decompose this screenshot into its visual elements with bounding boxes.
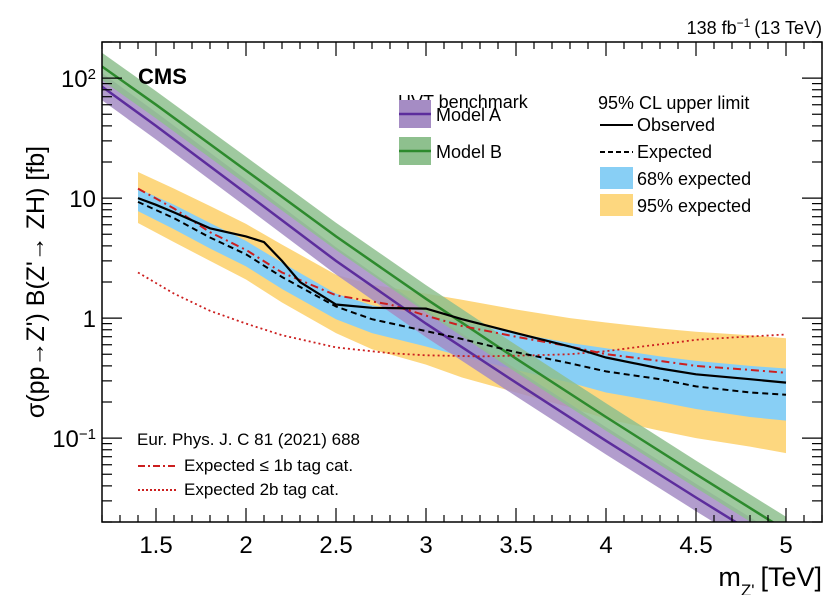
legend-hvt-entry: Model A [436, 105, 501, 125]
experiment-label: CMS [138, 64, 187, 89]
lumi-value: 138 fb [687, 18, 737, 38]
y-tick-label: 10 [69, 186, 96, 213]
model-b-line [102, 65, 775, 522]
x-tick-label: 4 [599, 532, 612, 559]
hvt-model-layer [102, 52, 786, 522]
y-axis-label: σ(pp→Z') B(Z'→ ZH) [fb] [22, 146, 50, 418]
y-axis-ticks: 10−1 1 10 102 [52, 41, 822, 523]
legend-limits-entry: Expected [637, 142, 712, 162]
energy-label: (13 TeV) [754, 18, 822, 38]
x-axis-ticks: 1.5 2 2.5 3 3.5 4 4.5 5 [101, 42, 823, 559]
x-label-subscript: Z' [741, 581, 755, 595]
lumi-exponent: −1 [737, 16, 751, 30]
expected-68-band [138, 188, 786, 421]
y-tick-label: 102 [61, 66, 96, 94]
y-tick-label: 10−1 [52, 426, 96, 454]
x-tick-label: 3 [419, 532, 432, 559]
observed-line [137, 197, 787, 384]
y-tick-label: 1 [83, 306, 96, 333]
plot-area [102, 52, 787, 522]
legend-limits-title: 95% CL upper limit [598, 93, 749, 113]
legend-swatch-band68 [600, 167, 633, 189]
model-b-band [102, 52, 786, 522]
legend-ref-entry: Expected ≤ 1b tag cat. [184, 456, 353, 475]
expected-68-band-layer [138, 188, 786, 421]
legend-swatch-band95 [600, 194, 633, 216]
x-axis-label: mZ' [TeV] [718, 562, 822, 595]
x-tick-label: 5 [779, 532, 792, 559]
legend-limits-entry: Observed [637, 115, 715, 135]
legend-ref-entry: Expected 2b tag cat. [184, 480, 339, 499]
legend-ref-title: Eur. Phys. J. C 81 (2021) 688 [137, 430, 360, 449]
x-tick-label: 2 [239, 532, 252, 559]
x-tick-label: 2.5 [319, 532, 352, 559]
legend-hvt-entry: Model B [436, 142, 502, 162]
legend-limits-entry: 95% expected [637, 196, 751, 216]
x-tick-label: 1.5 [139, 532, 172, 559]
legend-reference: Eur. Phys. J. C 81 (2021) 688 Expected ≤ … [137, 430, 360, 499]
luminosity-label: 138 fb−1 (13 TeV) [687, 16, 822, 38]
legend-limits-entry: 68% expected [637, 169, 751, 189]
expected-line [137, 200, 787, 396]
x-tick-label: 4.5 [679, 532, 712, 559]
x-tick-label: 3.5 [499, 532, 532, 559]
limit-lines-layer [137, 187, 787, 396]
header: 138 fb−1 (13 TeV) [687, 16, 822, 38]
x-label-unit: [TeV] [760, 562, 822, 592]
x-label-main: m [718, 562, 741, 592]
model-a-line [102, 85, 738, 522]
expected-1b-line [137, 187, 787, 374]
